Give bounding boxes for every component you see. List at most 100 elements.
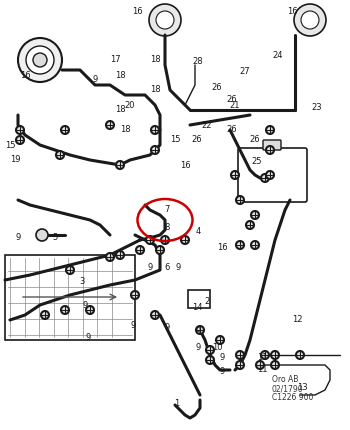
Circle shape bbox=[256, 361, 264, 369]
Text: 21: 21 bbox=[230, 101, 240, 110]
Text: C1226 900: C1226 900 bbox=[272, 393, 313, 402]
Text: 14: 14 bbox=[192, 304, 202, 313]
Bar bbox=[5, 255, 135, 340]
Circle shape bbox=[61, 126, 69, 134]
Circle shape bbox=[266, 171, 274, 179]
Text: 17: 17 bbox=[110, 55, 120, 64]
Circle shape bbox=[181, 236, 189, 244]
Text: 18: 18 bbox=[120, 126, 130, 135]
Circle shape bbox=[156, 246, 164, 254]
Circle shape bbox=[151, 311, 159, 319]
Circle shape bbox=[131, 291, 139, 299]
Circle shape bbox=[16, 126, 24, 134]
Text: Oro AB: Oro AB bbox=[272, 375, 298, 384]
Text: 26: 26 bbox=[227, 95, 237, 104]
Text: 9: 9 bbox=[175, 262, 181, 271]
Text: 1: 1 bbox=[174, 399, 180, 408]
Text: 9: 9 bbox=[15, 233, 21, 242]
Circle shape bbox=[206, 346, 214, 354]
Text: 9: 9 bbox=[195, 328, 201, 337]
Circle shape bbox=[236, 196, 244, 204]
Circle shape bbox=[231, 171, 239, 179]
Text: 9: 9 bbox=[195, 343, 201, 351]
Text: 9: 9 bbox=[85, 332, 91, 341]
Text: 5: 5 bbox=[52, 233, 58, 242]
Circle shape bbox=[266, 126, 274, 134]
Circle shape bbox=[216, 336, 224, 344]
Circle shape bbox=[261, 351, 269, 359]
Text: 24: 24 bbox=[273, 50, 283, 59]
Circle shape bbox=[41, 311, 49, 319]
Text: 18: 18 bbox=[150, 86, 160, 95]
Text: 12: 12 bbox=[292, 316, 302, 325]
Text: 26: 26 bbox=[250, 135, 260, 144]
Circle shape bbox=[271, 361, 279, 369]
Text: 28: 28 bbox=[193, 58, 203, 67]
Circle shape bbox=[206, 356, 214, 364]
Circle shape bbox=[151, 146, 159, 154]
Circle shape bbox=[251, 241, 259, 249]
Text: 25: 25 bbox=[252, 157, 262, 166]
Circle shape bbox=[151, 126, 159, 134]
Text: 16: 16 bbox=[132, 7, 142, 16]
FancyBboxPatch shape bbox=[238, 148, 307, 202]
Text: 3: 3 bbox=[79, 277, 85, 286]
Text: 7: 7 bbox=[164, 206, 170, 215]
Circle shape bbox=[86, 306, 94, 314]
Text: 9: 9 bbox=[219, 368, 225, 377]
Text: 9: 9 bbox=[147, 264, 153, 273]
Text: 18: 18 bbox=[115, 105, 125, 114]
Text: 6: 6 bbox=[164, 262, 170, 271]
Text: 11: 11 bbox=[257, 353, 267, 362]
Text: 19: 19 bbox=[10, 156, 20, 165]
Text: 15: 15 bbox=[5, 141, 15, 150]
Circle shape bbox=[294, 4, 326, 36]
Circle shape bbox=[236, 351, 244, 359]
Bar bbox=[188, 290, 210, 308]
Circle shape bbox=[36, 229, 48, 241]
Circle shape bbox=[26, 46, 54, 74]
Circle shape bbox=[116, 161, 124, 169]
Text: 18: 18 bbox=[150, 55, 160, 64]
Circle shape bbox=[156, 11, 174, 29]
Circle shape bbox=[251, 211, 259, 219]
Circle shape bbox=[261, 174, 269, 182]
Text: 4: 4 bbox=[195, 227, 201, 236]
FancyBboxPatch shape bbox=[263, 140, 281, 150]
Circle shape bbox=[271, 351, 279, 359]
Text: 11: 11 bbox=[257, 366, 267, 375]
Text: 8: 8 bbox=[164, 222, 170, 231]
Text: 10: 10 bbox=[212, 343, 222, 351]
Circle shape bbox=[149, 4, 181, 36]
Text: 26: 26 bbox=[227, 126, 237, 135]
Text: 22: 22 bbox=[202, 120, 212, 129]
Text: 20: 20 bbox=[125, 101, 135, 110]
Text: 23: 23 bbox=[312, 102, 322, 111]
Text: 26: 26 bbox=[192, 135, 202, 144]
Text: 26: 26 bbox=[212, 83, 222, 92]
Text: 13: 13 bbox=[297, 383, 307, 391]
Circle shape bbox=[16, 136, 24, 144]
Text: 18: 18 bbox=[115, 71, 125, 80]
Text: 16: 16 bbox=[20, 71, 30, 80]
Circle shape bbox=[33, 53, 47, 67]
Circle shape bbox=[56, 151, 64, 159]
Circle shape bbox=[66, 266, 74, 274]
Circle shape bbox=[301, 11, 319, 29]
Circle shape bbox=[18, 38, 62, 82]
Circle shape bbox=[61, 306, 69, 314]
Circle shape bbox=[116, 251, 124, 259]
Circle shape bbox=[161, 236, 169, 244]
Text: 15: 15 bbox=[170, 135, 180, 144]
Text: 2: 2 bbox=[204, 298, 210, 307]
Text: 02/1790: 02/1790 bbox=[272, 384, 304, 393]
Circle shape bbox=[196, 326, 204, 334]
Text: 9: 9 bbox=[164, 322, 170, 332]
Circle shape bbox=[266, 146, 274, 154]
Circle shape bbox=[296, 351, 304, 359]
Circle shape bbox=[136, 246, 144, 254]
Circle shape bbox=[236, 361, 244, 369]
Text: 9: 9 bbox=[92, 76, 98, 85]
Circle shape bbox=[146, 236, 154, 244]
Circle shape bbox=[106, 253, 114, 261]
